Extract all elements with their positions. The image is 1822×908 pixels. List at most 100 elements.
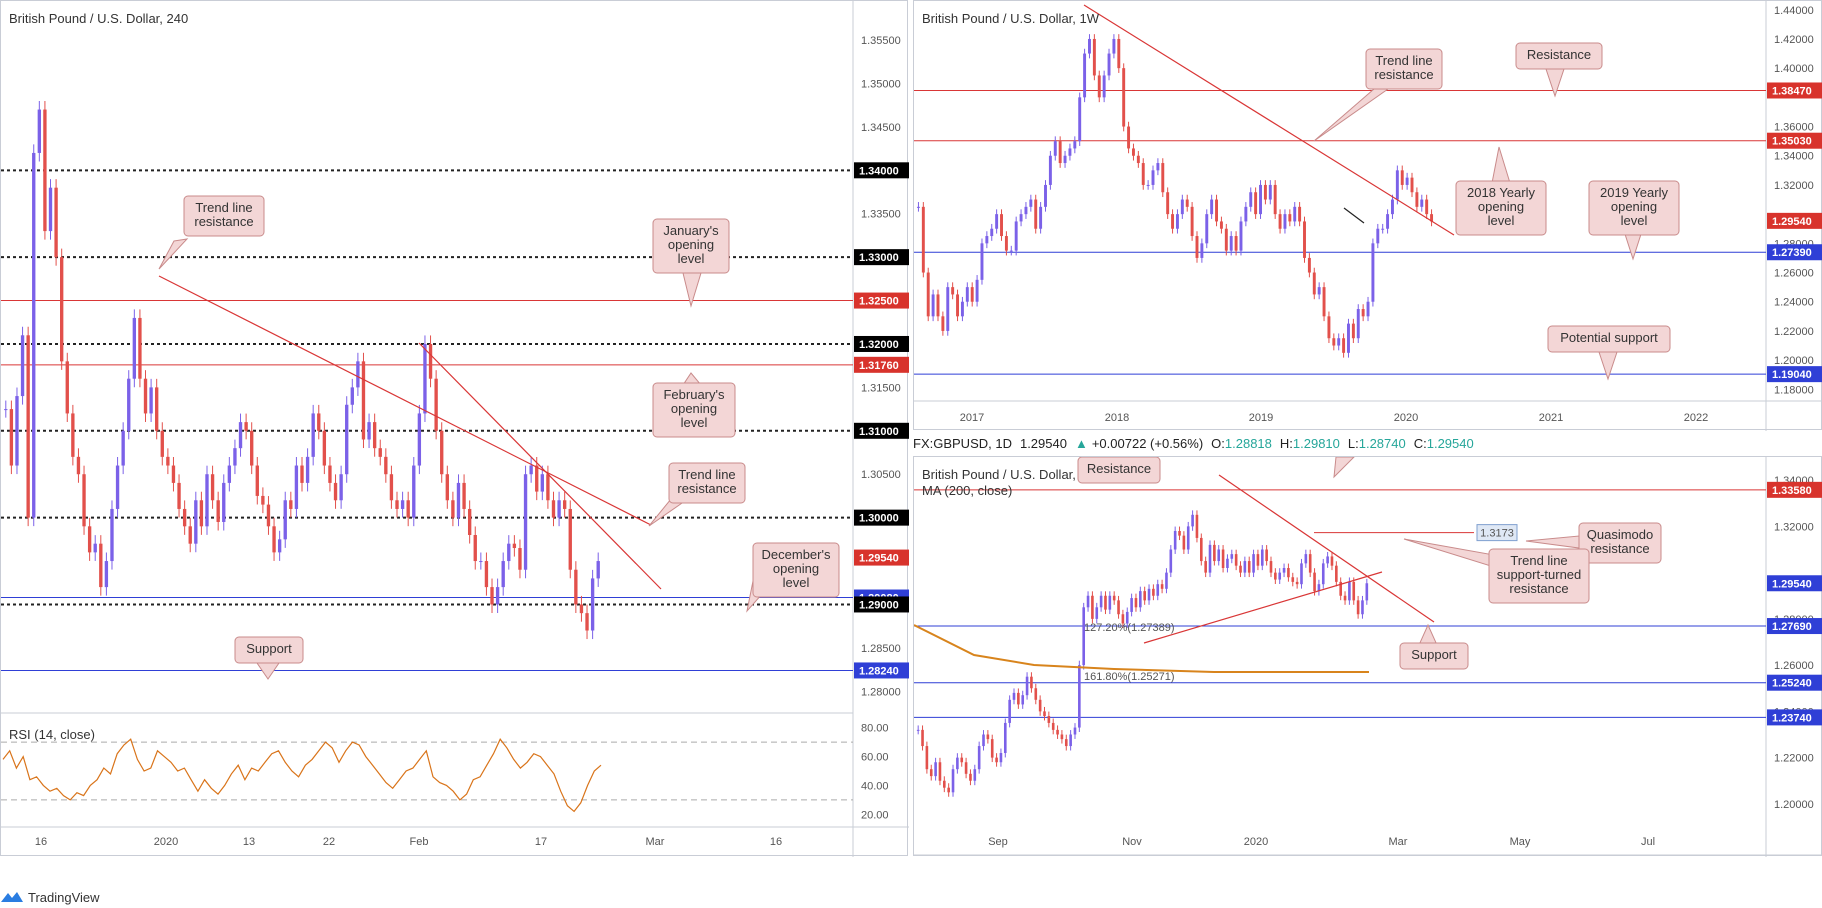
annotation-2018-yearly-opening-level-pointer bbox=[1491, 146, 1511, 184]
annotation-quasimodo-resistance-pointer bbox=[1525, 535, 1580, 549]
annotation-trend-line-support-turned-resistance-pointer bbox=[1403, 538, 1495, 568]
quasimodo-price-label: 1.3173 bbox=[1480, 528, 1514, 540]
weekly-candle bbox=[1073, 141, 1077, 149]
weekly-candle bbox=[1254, 192, 1258, 215]
h4-candle bbox=[495, 587, 500, 605]
daily-candle bbox=[1043, 711, 1046, 716]
x-tick-label: 2021 bbox=[1539, 412, 1563, 424]
h4-candle bbox=[345, 404, 349, 475]
annotation-resistance: Resistance bbox=[1087, 461, 1151, 476]
annotation-februarys-opening-level: opening bbox=[671, 401, 717, 416]
x-tick-label: 2017 bbox=[960, 412, 984, 424]
h4-candle bbox=[317, 413, 321, 431]
daily-chart[interactable]: 1.340001.320001.280001.260001.240001.220… bbox=[914, 457, 1822, 857]
daily-candle bbox=[1038, 699, 1042, 712]
weekly-candle bbox=[1024, 206, 1028, 215]
h4-candle bbox=[71, 413, 75, 457]
h4-candle bbox=[507, 543, 511, 562]
high-label: H: bbox=[1279, 435, 1293, 451]
h4-candle bbox=[182, 508, 187, 527]
daily-candle bbox=[960, 757, 964, 763]
h4-candle bbox=[361, 361, 366, 440]
daily-candle bbox=[1165, 572, 1168, 589]
h4-candle bbox=[350, 387, 354, 405]
daily-candle bbox=[1104, 595, 1107, 610]
price-tag-bg bbox=[854, 162, 909, 179]
h4-candle bbox=[574, 569, 578, 605]
daily-candle bbox=[951, 769, 955, 793]
h4-candle bbox=[501, 561, 505, 588]
h4-candle bbox=[60, 257, 64, 362]
daily-candle bbox=[1291, 577, 1295, 582]
daily-candle bbox=[1348, 581, 1351, 601]
daily-candle bbox=[1326, 556, 1329, 564]
daily-candle bbox=[1300, 563, 1303, 585]
daily-chart-panel[interactable]: 1.340001.320001.280001.260001.240001.220… bbox=[913, 456, 1822, 857]
h4-candle bbox=[378, 448, 382, 457]
weekly-candle bbox=[995, 214, 999, 229]
annotation-trend-line-support-turned-resistance: Trend line bbox=[1510, 553, 1567, 568]
weekly-chart[interactable]: 1.44000 1.42000 1.40000 1.36000 1.34000 1.320… bbox=[914, 1, 1822, 431]
annotation-januarys-opening-level-box bbox=[652, 218, 730, 274]
rsi-y-tick: 40.00 bbox=[861, 780, 889, 792]
annotation-resistance-box bbox=[1515, 42, 1603, 70]
weekly-candle bbox=[1210, 199, 1214, 215]
annotation-resistance: Resistance bbox=[1527, 47, 1591, 62]
x-tick-label: 16 bbox=[770, 836, 782, 848]
daily-candle bbox=[1060, 734, 1064, 740]
weekly-candle bbox=[1278, 214, 1282, 229]
weekly-candle bbox=[1034, 199, 1038, 229]
weekly-candle bbox=[1083, 53, 1087, 98]
daily-candle bbox=[1282, 568, 1286, 573]
weekly-candle bbox=[1405, 177, 1409, 185]
price-tag: 1.32000 bbox=[859, 339, 899, 351]
annotation-support-pointer bbox=[256, 662, 280, 680]
fib-label: 127.20%(1.27389) bbox=[1084, 622, 1175, 634]
daily-candle bbox=[1191, 514, 1194, 527]
y-tick-label: 1.35500 bbox=[861, 35, 901, 47]
daily-candle bbox=[1156, 584, 1160, 596]
h4-candle bbox=[434, 378, 438, 431]
weekly-candle bbox=[1268, 184, 1272, 200]
h4-candle bbox=[283, 500, 287, 540]
weekly-candle bbox=[1146, 184, 1150, 186]
annotation-trend-line-resistance: Trend line bbox=[1375, 53, 1432, 68]
weekly-candle bbox=[1107, 53, 1111, 76]
weekly-candle bbox=[1342, 338, 1346, 353]
h4-chart[interactable]: 1.35500 1.35000 1.34500 1.33500 1.31500 1.305… bbox=[1, 1, 909, 857]
h4-chart-panel[interactable]: 1.35500 1.35000 1.34500 1.33500 1.31500 1.305… bbox=[0, 0, 909, 857]
annotation-februarys-opening-level: February's bbox=[663, 387, 725, 402]
brand-name: TradingView bbox=[28, 889, 100, 905]
tradingview-brand[interactable]: TradingView bbox=[0, 886, 100, 908]
h4-candle bbox=[456, 482, 461, 518]
h4-candle bbox=[194, 500, 198, 544]
annotation-support-pointer bbox=[1418, 623, 1438, 646]
chart-title: British Pound / U.S. Dollar, 1D bbox=[922, 467, 1096, 482]
rsi-line bbox=[2, 738, 602, 813]
weekly-candle bbox=[1400, 170, 1404, 185]
daily-candle bbox=[1313, 572, 1316, 592]
price-tag: 1.27690 bbox=[1772, 621, 1812, 633]
rsi-y-tick: 60.00 bbox=[861, 752, 889, 764]
weekly-chart-panel[interactable]: 1.44000 1.42000 1.40000 1.36000 1.34000 1.320… bbox=[913, 0, 1822, 431]
daily-candle bbox=[1091, 595, 1094, 619]
annotation-trend-line-resistance: resistance bbox=[1374, 67, 1433, 82]
annotation-trend-line-support-turned-resistance-box bbox=[1488, 548, 1590, 604]
h4-candle bbox=[227, 465, 232, 483]
h4-candle bbox=[535, 465, 539, 492]
h4-candle bbox=[372, 422, 377, 449]
daily-candle bbox=[1112, 595, 1116, 601]
weekly-candle bbox=[1200, 243, 1204, 258]
h4-candle bbox=[389, 474, 394, 501]
daily-candle bbox=[1239, 565, 1242, 573]
price-tag-bg bbox=[1767, 132, 1822, 149]
price-tag: 1.25240 bbox=[1772, 678, 1812, 690]
weekly-candle bbox=[1161, 163, 1165, 193]
daily-candle bbox=[1352, 581, 1356, 601]
annotation-trend-line-resistance-box bbox=[1365, 48, 1443, 90]
daily-candle bbox=[990, 739, 994, 758]
change-value: +0.00722 (+0.56%) bbox=[1091, 435, 1204, 451]
annotation-trend-line-resistance-pointer bbox=[158, 238, 189, 270]
weekly-candle bbox=[1088, 38, 1091, 54]
weekly-candle bbox=[1136, 155, 1140, 164]
